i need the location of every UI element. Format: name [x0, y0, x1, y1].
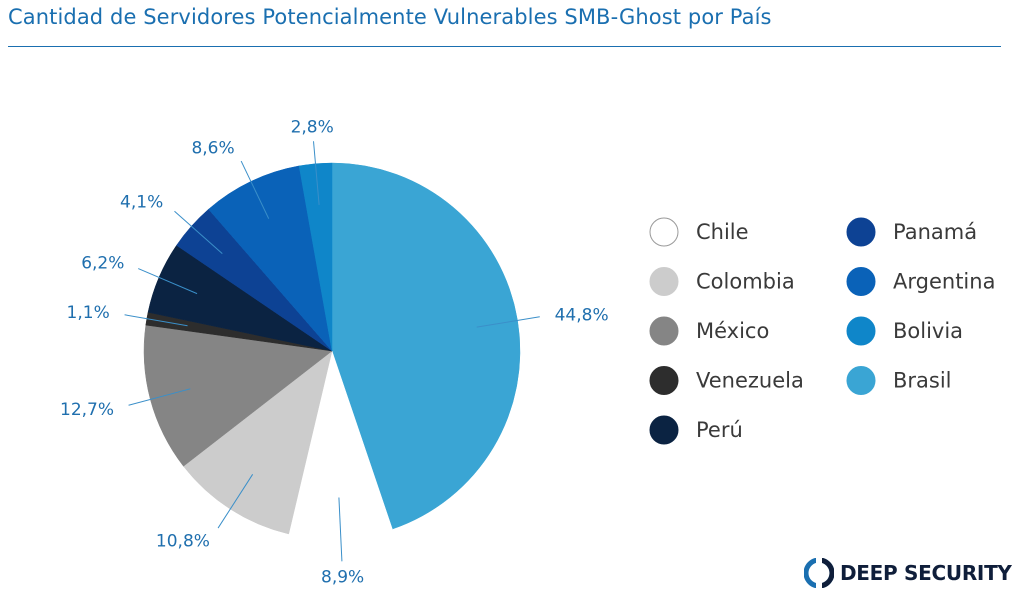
slice-label-mexico: 12,7%	[60, 400, 114, 420]
legend-label-venezuela: Venezuela	[696, 369, 804, 393]
slice-label-bolivia: 2,8%	[291, 117, 334, 137]
slice-label-colombia: 10,8%	[156, 532, 210, 552]
legend-label-colombia: Colombia	[696, 270, 795, 294]
legend-label-argentina: Argentina	[893, 270, 995, 294]
brand-logo: DEEP SECURITY	[804, 558, 1012, 588]
legend-marker-argentina	[846, 267, 876, 296]
slice-label-peru: 6,2%	[81, 254, 124, 274]
leader-line-chile	[338, 497, 343, 562]
chart-title: Cantidad de Servidores Potencialmente Vu…	[8, 5, 772, 29]
slice-label-brasil: 44,8%	[555, 305, 609, 325]
legend: Chile Colombia México Venezuela Perú Panamá Ar…	[649, 217, 995, 445]
legend-label-mexico: México	[696, 319, 769, 343]
legend-marker-brasil	[846, 366, 876, 395]
leader-line-mexico	[128, 388, 191, 406]
legend-marker-venezuela	[649, 366, 679, 395]
brand-name: DEEP SECURITY	[840, 561, 1012, 585]
legend-marker-mexico	[649, 316, 679, 346]
leader-line-argentina	[240, 160, 270, 219]
legend-marker-chile	[649, 217, 679, 247]
legend-label-bolivia: Bolivia	[893, 319, 963, 343]
slice-label-panama: 4,1%	[120, 192, 163, 212]
pie-slices	[143, 162, 521, 540]
legend-marker-peru	[649, 415, 679, 445]
leader-line-venezuela	[124, 314, 188, 327]
title-divider	[8, 46, 1001, 47]
leader-lines	[124, 141, 540, 562]
leader-line-brasil	[476, 316, 540, 328]
slice-label-venezuela: 1,1%	[67, 303, 110, 323]
leader-line-peru	[138, 268, 198, 295]
legend-label-brasil: Brasil	[893, 369, 952, 393]
deep-security-logo-icon	[804, 558, 834, 588]
legend-marker-bolivia	[846, 316, 876, 346]
leader-line-colombia	[217, 474, 254, 529]
slice-label-argentina: 8,6%	[191, 138, 234, 158]
legend-label-peru: Perú	[696, 418, 743, 442]
slice-labels: 44,8% 8,9% 10,8% 12,7% 1,1% 6,2% 4,1% 8,6% 2,8%	[60, 117, 609, 587]
legend-marker-colombia	[649, 267, 679, 296]
leader-line-panama	[174, 210, 223, 255]
legend-marker-panama	[846, 217, 876, 247]
legend-label-chile: Chile	[696, 220, 749, 244]
slice-label-chile: 8,9%	[321, 567, 364, 587]
leader-line-bolivia	[313, 141, 320, 205]
legend-label-panama: Panamá	[893, 220, 977, 244]
